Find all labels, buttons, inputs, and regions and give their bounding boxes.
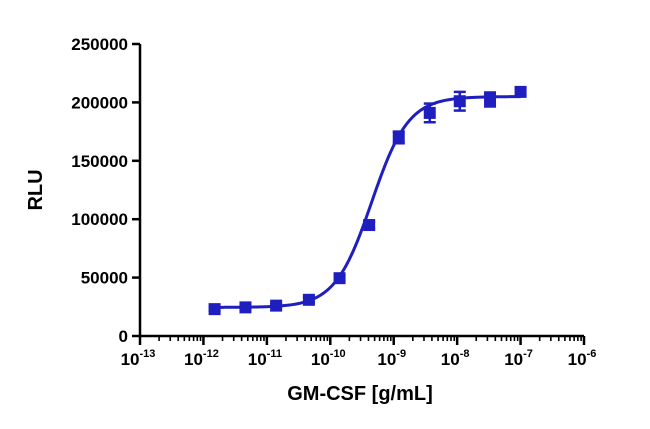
x-tick-label-base: 10 bbox=[184, 350, 203, 369]
x-tick-label-base: 10 bbox=[248, 350, 267, 369]
x-tick-label-base: 10 bbox=[121, 350, 140, 369]
x-tick-label: 10-7 bbox=[504, 348, 533, 369]
x-tick-label: 10-13 bbox=[121, 348, 156, 369]
data-point bbox=[302, 293, 315, 306]
x-tick-label-base: 10 bbox=[311, 350, 330, 369]
data-point bbox=[514, 85, 527, 98]
x-tick-labels: 10-13 10-12 10-11 10-10 10-9 10-8 10-7 10-6 bbox=[121, 348, 597, 369]
y-axis: 0 50000 100000 150000 200000 250000 bbox=[71, 35, 142, 346]
x-tick-label: 10-8 bbox=[441, 348, 470, 369]
y-tick-label: 100000 bbox=[71, 210, 128, 229]
data-point bbox=[453, 95, 466, 108]
y-tick-marks bbox=[132, 42, 140, 338]
x-tick-label-exponent: -6 bbox=[587, 348, 597, 360]
x-tick-label-exponent: -10 bbox=[330, 348, 346, 360]
y-tick-label: 250000 bbox=[71, 35, 128, 54]
y-axis-title: RLU bbox=[25, 169, 47, 210]
data-point bbox=[270, 299, 283, 312]
y-tick-labels: 0 50000 100000 150000 200000 250000 bbox=[71, 35, 128, 346]
x-tick-label-exponent: -12 bbox=[203, 348, 219, 360]
x-tick-label-exponent: -13 bbox=[140, 348, 156, 360]
data-point bbox=[208, 303, 221, 316]
x-tick-label: 10-12 bbox=[184, 348, 219, 369]
y-tick-label: 200000 bbox=[71, 93, 128, 112]
x-tick-label: 10-9 bbox=[377, 348, 406, 369]
x-tick-label-exponent: -8 bbox=[460, 348, 470, 360]
data-point bbox=[423, 106, 436, 119]
x-tick-label: 10-6 bbox=[568, 348, 597, 369]
fit-curve bbox=[214, 95, 521, 309]
x-tick-label-exponent: -11 bbox=[267, 348, 282, 360]
x-tick-label-base: 10 bbox=[377, 350, 396, 369]
x-axis: 10-13 10-12 10-11 10-10 10-9 10-8 10-7 10-6 bbox=[121, 334, 597, 369]
x-tick-label-base: 10 bbox=[441, 350, 460, 369]
x-tick-label-exponent: -7 bbox=[523, 348, 533, 360]
data-point bbox=[333, 272, 346, 285]
x-tick-marks bbox=[138, 336, 586, 345]
x-tick-label-base: 10 bbox=[568, 350, 587, 369]
data-point bbox=[392, 131, 405, 144]
y-tick-label: 150000 bbox=[71, 152, 128, 171]
x-tick-label: 10-11 bbox=[248, 348, 282, 369]
data-point bbox=[239, 301, 252, 314]
x-tick-label-exponent: -9 bbox=[396, 348, 406, 360]
x-tick-label: 10-10 bbox=[311, 348, 346, 369]
data-point bbox=[363, 219, 376, 232]
data-series bbox=[208, 85, 527, 316]
data-point bbox=[484, 93, 497, 106]
y-tick-label: 50000 bbox=[81, 269, 128, 288]
x-tick-label-base: 10 bbox=[504, 350, 523, 369]
x-axis-title: GM-CSF [g/mL] bbox=[287, 383, 433, 405]
y-tick-label: 0 bbox=[119, 327, 128, 346]
